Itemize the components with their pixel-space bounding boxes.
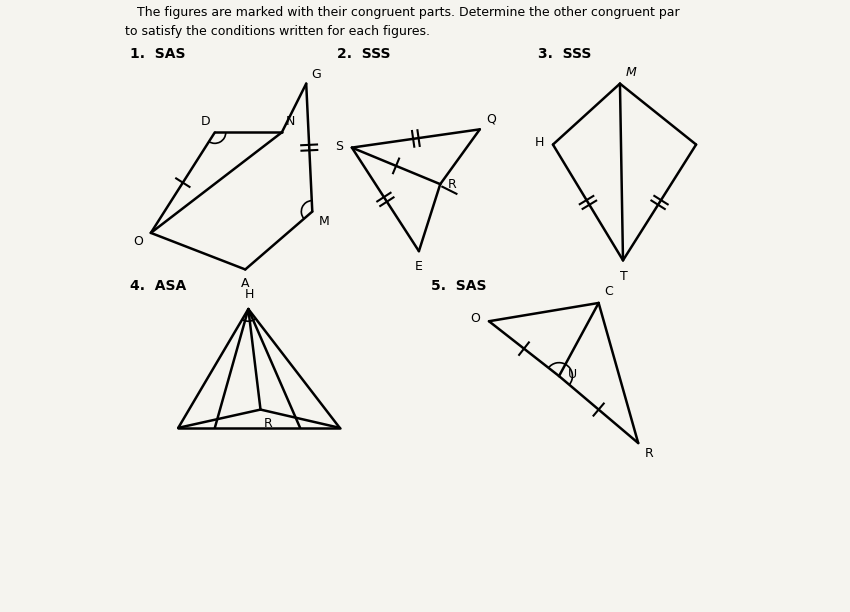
Text: G: G (311, 67, 320, 81)
Text: Q: Q (486, 112, 496, 125)
Text: R: R (264, 417, 272, 430)
Text: to satisfy the conditions written for each figures.: to satisfy the conditions written for ea… (125, 24, 430, 37)
Text: R: R (644, 447, 653, 460)
Text: H: H (245, 288, 254, 301)
Text: O: O (133, 235, 144, 248)
Text: 3.  SSS: 3. SSS (538, 47, 591, 61)
Text: O: O (471, 312, 480, 325)
Text: M: M (626, 65, 637, 79)
Text: M: M (319, 215, 329, 228)
Text: R: R (448, 177, 456, 191)
Text: E: E (415, 259, 422, 273)
Text: C: C (604, 285, 614, 298)
Text: The figures are marked with their congruent parts. Determine the other congruent: The figures are marked with their congru… (138, 6, 680, 19)
Text: 1.  SAS: 1. SAS (129, 47, 185, 61)
Text: 5.  SAS: 5. SAS (431, 278, 486, 293)
Text: S: S (335, 140, 343, 153)
Text: H: H (535, 136, 544, 149)
Text: 4.  ASA: 4. ASA (129, 278, 186, 293)
Text: T: T (620, 270, 628, 283)
Text: U: U (568, 368, 576, 381)
Text: A: A (241, 277, 250, 289)
Text: D: D (201, 115, 210, 128)
Text: N: N (286, 115, 296, 128)
Text: 2.  SSS: 2. SSS (337, 47, 390, 61)
